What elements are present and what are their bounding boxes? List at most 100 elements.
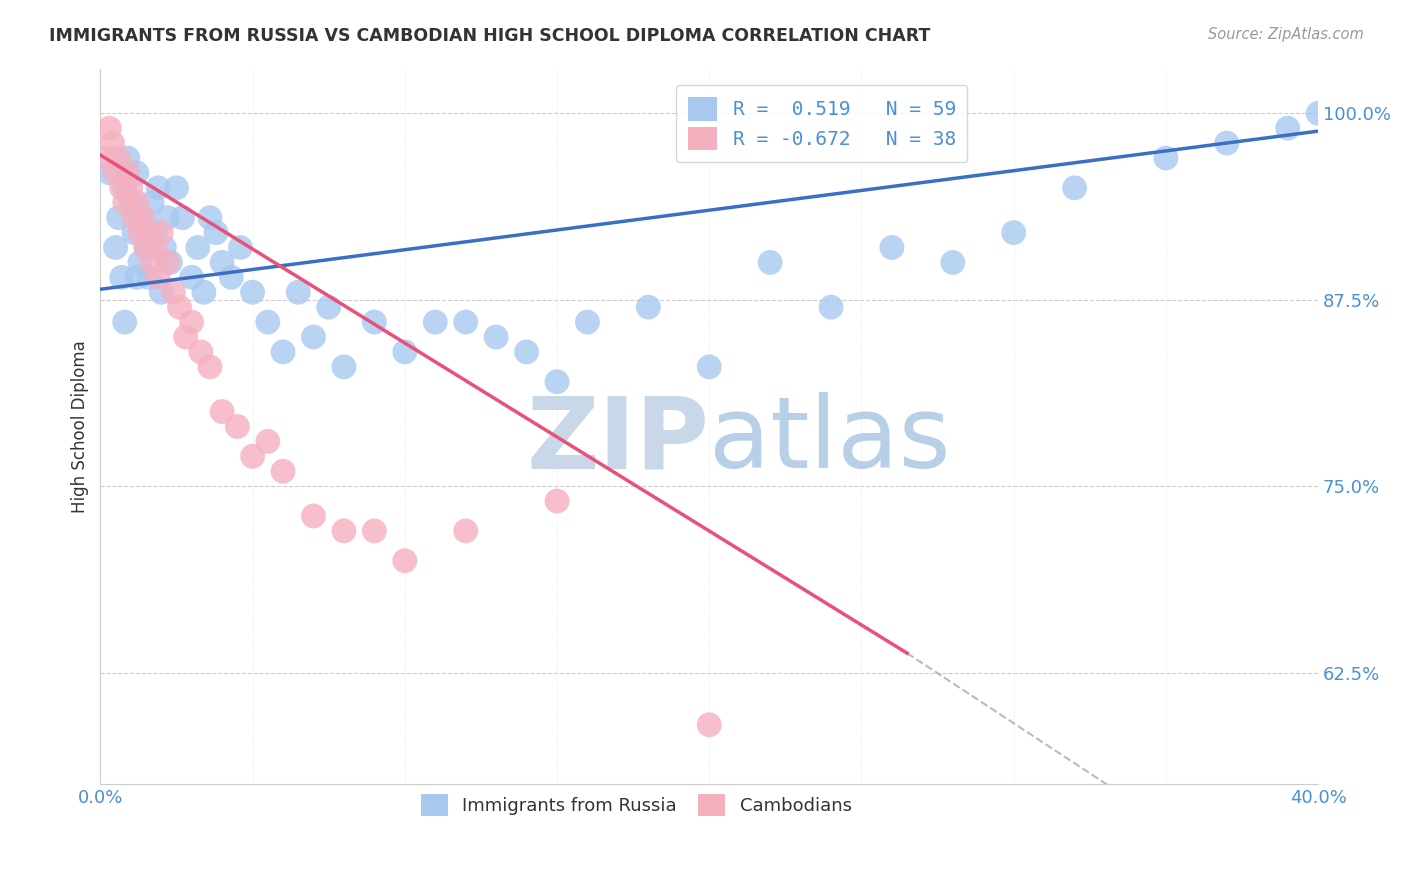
Point (187, 240, 209, 254)
Point (637, 300, 659, 314)
Point (114, 181, 136, 195)
Y-axis label: High School Diploma: High School Diploma (72, 340, 89, 513)
Text: IMMIGRANTS FROM RUSSIA VS CAMBODIAN HIGH SCHOOL DIPLOMA CORRELATION CHART: IMMIGRANTS FROM RUSSIA VS CAMBODIAN HIGH… (49, 27, 931, 45)
Point (138, 226, 160, 240)
Point (516, 345, 538, 359)
Point (104, 166, 127, 180)
Point (287, 285, 309, 300)
Point (125, 270, 148, 285)
Point (256, 434, 278, 449)
Point (229, 240, 252, 254)
Point (156, 211, 179, 225)
Point (302, 508, 325, 523)
Point (101, 136, 124, 150)
Point (141, 255, 163, 269)
Point (697, 359, 720, 374)
Point (135, 240, 157, 254)
Point (363, 524, 385, 538)
Point (546, 494, 568, 508)
Point (122, 226, 145, 240)
Point (318, 300, 340, 314)
Point (122, 211, 145, 225)
Point (150, 285, 173, 300)
Point (159, 255, 181, 269)
Point (117, 151, 139, 165)
Point (242, 285, 264, 300)
Point (198, 211, 221, 225)
Point (104, 240, 127, 254)
Point (107, 151, 129, 165)
Point (125, 166, 148, 180)
Point (271, 345, 294, 359)
Point (219, 270, 242, 285)
Point (759, 255, 782, 269)
Point (107, 211, 129, 225)
Point (333, 524, 356, 538)
Point (211, 255, 233, 269)
Point (132, 211, 155, 225)
Point (180, 270, 202, 285)
Point (172, 211, 194, 225)
Point (394, 345, 416, 359)
Point (143, 226, 166, 240)
Point (256, 315, 278, 329)
Point (120, 181, 142, 195)
Point (546, 375, 568, 389)
Point (1216, 136, 1239, 150)
Point (96, 151, 118, 165)
Point (132, 211, 155, 225)
Point (129, 255, 152, 269)
Point (942, 255, 965, 269)
Point (141, 195, 163, 210)
Point (242, 450, 264, 464)
Point (135, 240, 157, 254)
Point (114, 315, 136, 329)
Point (117, 166, 139, 180)
Point (111, 181, 134, 195)
Point (98, 121, 121, 136)
Point (211, 404, 233, 418)
Point (1063, 181, 1085, 195)
Point (697, 718, 720, 732)
Text: atlas: atlas (709, 392, 950, 490)
Point (125, 195, 148, 210)
Point (190, 345, 212, 359)
Point (114, 195, 136, 210)
Point (820, 300, 842, 314)
Point (174, 330, 197, 344)
Point (205, 226, 228, 240)
Point (1002, 226, 1025, 240)
Point (138, 270, 160, 285)
Point (148, 270, 170, 285)
Point (156, 255, 179, 269)
Point (333, 359, 356, 374)
Point (454, 524, 477, 538)
Point (111, 270, 134, 285)
Point (485, 330, 508, 344)
Point (148, 181, 170, 195)
Point (880, 240, 903, 254)
Point (425, 315, 447, 329)
Point (143, 240, 166, 254)
Point (226, 419, 249, 434)
Point (454, 315, 477, 329)
Point (120, 195, 142, 210)
Point (271, 464, 294, 478)
Point (162, 285, 184, 300)
Point (98, 166, 121, 180)
Point (1308, 106, 1330, 120)
Point (576, 315, 599, 329)
Point (198, 359, 221, 374)
Text: ZIP: ZIP (526, 392, 709, 490)
Point (180, 315, 202, 329)
Point (193, 285, 215, 300)
Legend: Immigrants from Russia, Cambodians: Immigrants from Russia, Cambodians (412, 786, 860, 825)
Point (166, 181, 188, 195)
Point (169, 300, 191, 314)
Point (302, 330, 325, 344)
Point (363, 315, 385, 329)
Point (1277, 121, 1299, 136)
Point (1154, 151, 1177, 165)
Point (153, 240, 176, 254)
Point (394, 554, 416, 568)
